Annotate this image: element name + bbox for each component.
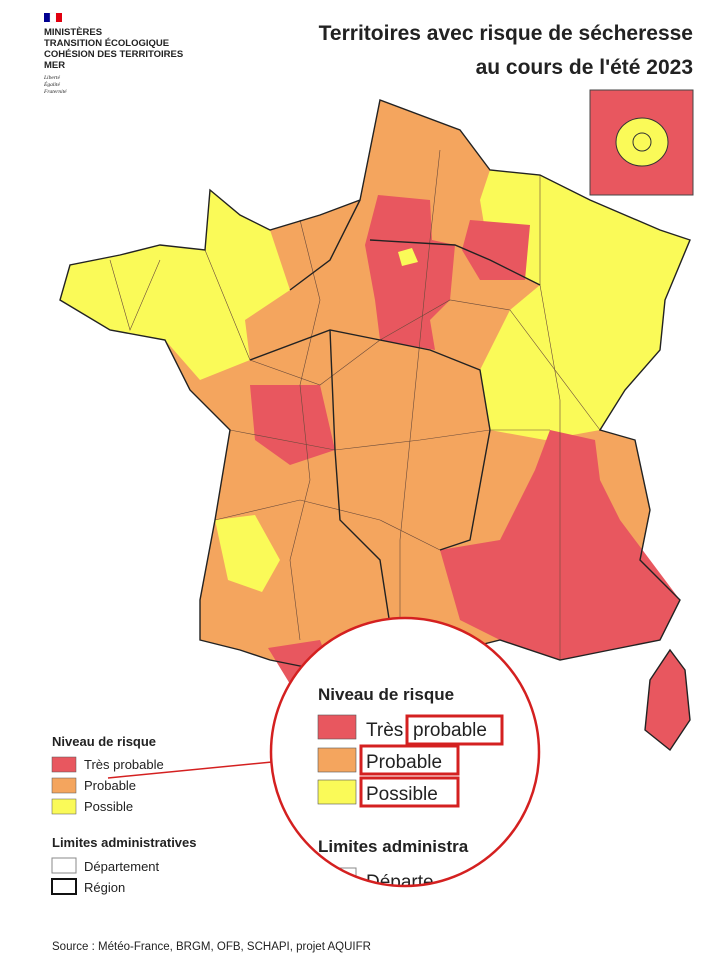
legend: Niveau de risque Très probable Probable … [51, 734, 197, 895]
legend-title: Niveau de risque [52, 734, 156, 749]
zoom-bubble: Niveau de risque Très probable Probable … [269, 616, 541, 893]
region-tres-probable [365, 195, 455, 350]
limit-label: Département [84, 859, 160, 874]
ministry-line: MER [44, 60, 65, 71]
zoom-label: probable [413, 720, 487, 741]
highlight-box [359, 776, 460, 808]
zoom-swatch [317, 779, 357, 805]
legend-swatch [51, 798, 77, 815]
zoom-limits: Limites administra [318, 837, 469, 856]
france-map [59, 99, 691, 752]
region-borders [249, 199, 541, 691]
logo: MINISTÈRES TRANSITION ÉCOLOGIQUE COHÉSIO… [43, 12, 183, 95]
zoom-title: Niveau de risque [318, 685, 454, 704]
legend-label: Possible [84, 799, 133, 814]
zoom-swatch [317, 747, 357, 773]
zoom-pointer [107, 761, 273, 779]
legend-swatch [51, 777, 77, 794]
limit-swatch [51, 878, 77, 895]
zoom-label: Possible [366, 784, 438, 805]
zoom-swatch [317, 714, 357, 740]
ministry-line: MINISTÈRES [44, 27, 102, 38]
zoom-label: Très [366, 720, 403, 741]
region-possible [215, 515, 280, 592]
motto: Égalité [43, 80, 60, 88]
inset-paris-core [615, 117, 669, 167]
source: Source : Météo-France, BRGM, OFB, SCHAPI… [52, 941, 371, 953]
region-corse [645, 650, 690, 750]
legend-label: Probable [84, 778, 136, 793]
title-line: au cours de l'été 2023 [476, 56, 693, 79]
limit-swatch [51, 857, 77, 874]
highlight-box [359, 744, 460, 776]
region-tres-probable [250, 385, 335, 465]
zoom-border [269, 616, 541, 888]
flag-red [56, 13, 62, 22]
ministry-line: COHÉSION DES TERRITOIRES [44, 49, 183, 60]
legend-swatch [51, 756, 77, 773]
highlight-box [405, 714, 504, 746]
limit-label: Région [84, 880, 125, 895]
zoom-label: Départe [366, 872, 434, 893]
legend-label: Très probable [84, 757, 164, 772]
flag-white [49, 12, 57, 23]
ministry-line: TRANSITION ÉCOLOGIQUE [44, 38, 169, 49]
region-possible [60, 190, 290, 380]
inset-paris [589, 89, 694, 196]
zoom-background [271, 618, 539, 886]
zoom-swatch [317, 867, 357, 886]
title-line: Territoires avec risque de sécheresse [319, 22, 693, 45]
motto: Liberté [43, 75, 60, 81]
corse-outline [644, 648, 691, 752]
flag-blue [44, 13, 50, 22]
region-possible [480, 170, 690, 440]
zoom-label: Probable [366, 752, 442, 773]
inset-paris-center [632, 132, 652, 152]
limits-title: Limites administratives [52, 835, 197, 850]
region-possible [398, 248, 418, 266]
region-tres-probable [462, 220, 530, 280]
motto: Fraternité [43, 89, 67, 95]
